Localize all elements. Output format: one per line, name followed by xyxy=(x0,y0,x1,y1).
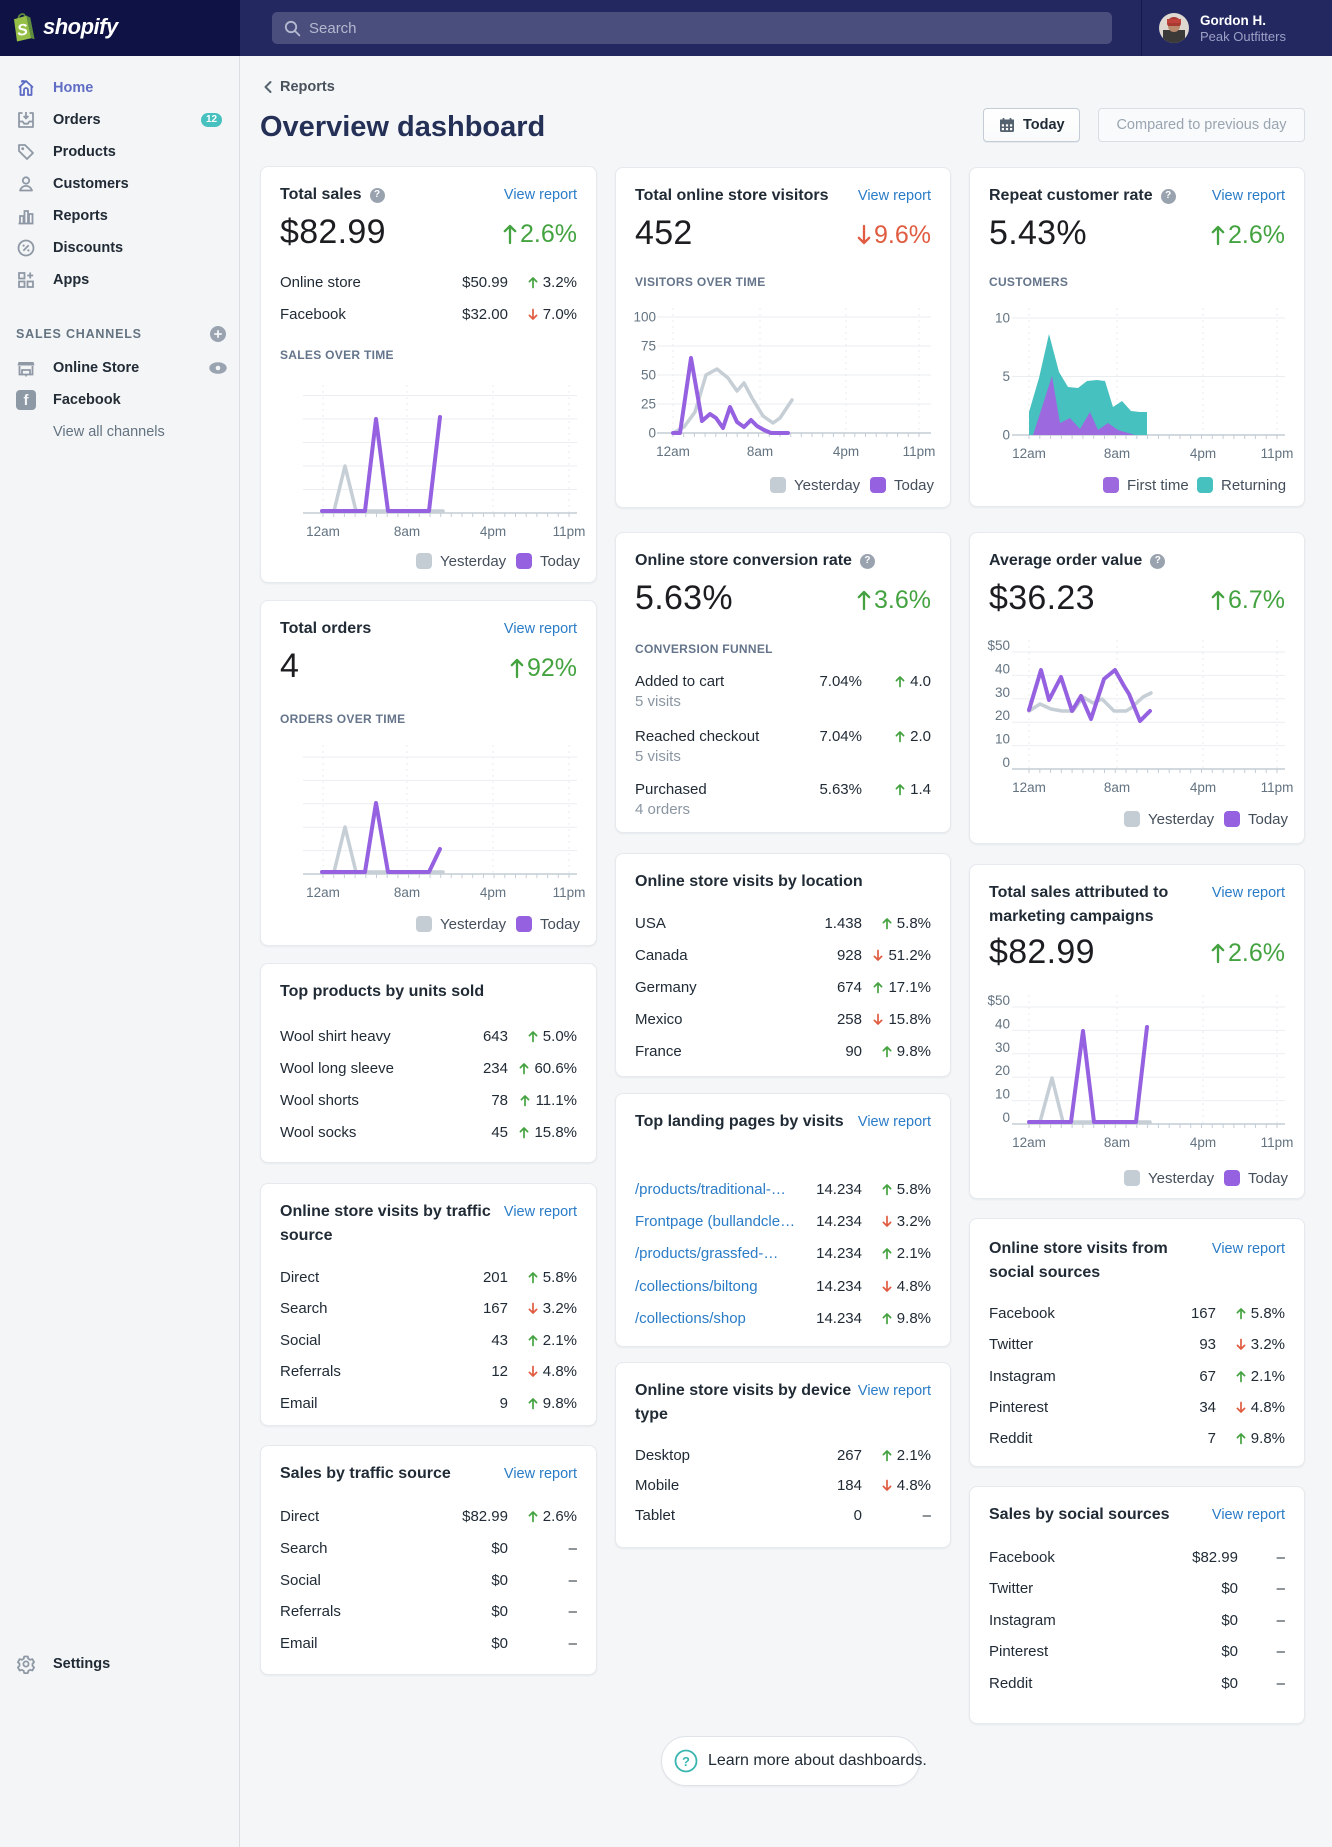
svg-text:Today: Today xyxy=(540,916,581,933)
svg-text:5: 5 xyxy=(1002,369,1010,384)
svg-text:Today: Today xyxy=(1248,811,1289,828)
svg-text:Yesterday: Yesterday xyxy=(1148,1170,1215,1187)
svg-text:11pm: 11pm xyxy=(553,885,586,900)
svg-text:4pm: 4pm xyxy=(1190,1135,1216,1150)
svg-text:First time: First time xyxy=(1127,477,1189,494)
svg-text:Today: Today xyxy=(540,553,581,570)
svg-text:11pm: 11pm xyxy=(1261,446,1294,461)
svg-text:?: ? xyxy=(682,1754,690,1769)
svg-text:4pm: 4pm xyxy=(833,444,859,459)
svg-text:11pm: 11pm xyxy=(903,444,936,459)
svg-text:20: 20 xyxy=(995,1063,1010,1078)
svg-text:40: 40 xyxy=(995,661,1010,676)
svg-text:Today: Today xyxy=(894,477,935,494)
svg-text:4pm: 4pm xyxy=(480,885,506,900)
svg-text:8am: 8am xyxy=(394,885,420,900)
svg-text:12am: 12am xyxy=(306,885,340,900)
svg-text:8am: 8am xyxy=(1104,1135,1130,1150)
svg-text:100: 100 xyxy=(633,310,656,325)
svg-text:0: 0 xyxy=(1002,1110,1010,1125)
svg-text:8am: 8am xyxy=(1104,446,1130,461)
svg-text:10: 10 xyxy=(995,311,1010,326)
svg-text:$50: $50 xyxy=(987,993,1010,1008)
svg-text:11pm: 11pm xyxy=(1261,780,1294,795)
svg-text:Yesterday: Yesterday xyxy=(1148,811,1215,828)
svg-text:75: 75 xyxy=(641,339,656,354)
svg-text:Yesterday: Yesterday xyxy=(440,916,507,933)
svg-text:10: 10 xyxy=(995,1087,1010,1102)
svg-text:30: 30 xyxy=(995,685,1010,700)
svg-text:Yesterday: Yesterday xyxy=(794,477,861,494)
svg-text:8am: 8am xyxy=(394,524,420,539)
svg-text:11pm: 11pm xyxy=(553,524,586,539)
svg-text:11pm: 11pm xyxy=(1261,1135,1294,1150)
svg-text:0: 0 xyxy=(1002,755,1010,770)
svg-text:12am: 12am xyxy=(1012,1135,1046,1150)
svg-text:50: 50 xyxy=(641,368,656,383)
svg-text:4pm: 4pm xyxy=(1190,446,1216,461)
svg-text:10: 10 xyxy=(995,732,1010,747)
svg-text:0: 0 xyxy=(648,426,656,441)
svg-text:30: 30 xyxy=(995,1040,1010,1055)
svg-text:4pm: 4pm xyxy=(1190,780,1216,795)
svg-text:12am: 12am xyxy=(306,524,340,539)
svg-text:20: 20 xyxy=(995,708,1010,723)
svg-text:8am: 8am xyxy=(747,444,773,459)
svg-text:12am: 12am xyxy=(1012,780,1046,795)
svg-text:40: 40 xyxy=(995,1016,1010,1031)
svg-text:12am: 12am xyxy=(656,444,690,459)
svg-text:$50: $50 xyxy=(987,638,1010,653)
svg-text:0: 0 xyxy=(1002,428,1010,443)
svg-text:8am: 8am xyxy=(1104,780,1130,795)
svg-text:S: S xyxy=(16,22,29,40)
svg-text:Yesterday: Yesterday xyxy=(440,553,507,570)
svg-text:25: 25 xyxy=(641,397,656,412)
svg-text:Returning: Returning xyxy=(1221,477,1286,494)
svg-text:12am: 12am xyxy=(1012,446,1046,461)
svg-text:4pm: 4pm xyxy=(480,524,506,539)
svg-text:Today: Today xyxy=(1248,1170,1289,1187)
